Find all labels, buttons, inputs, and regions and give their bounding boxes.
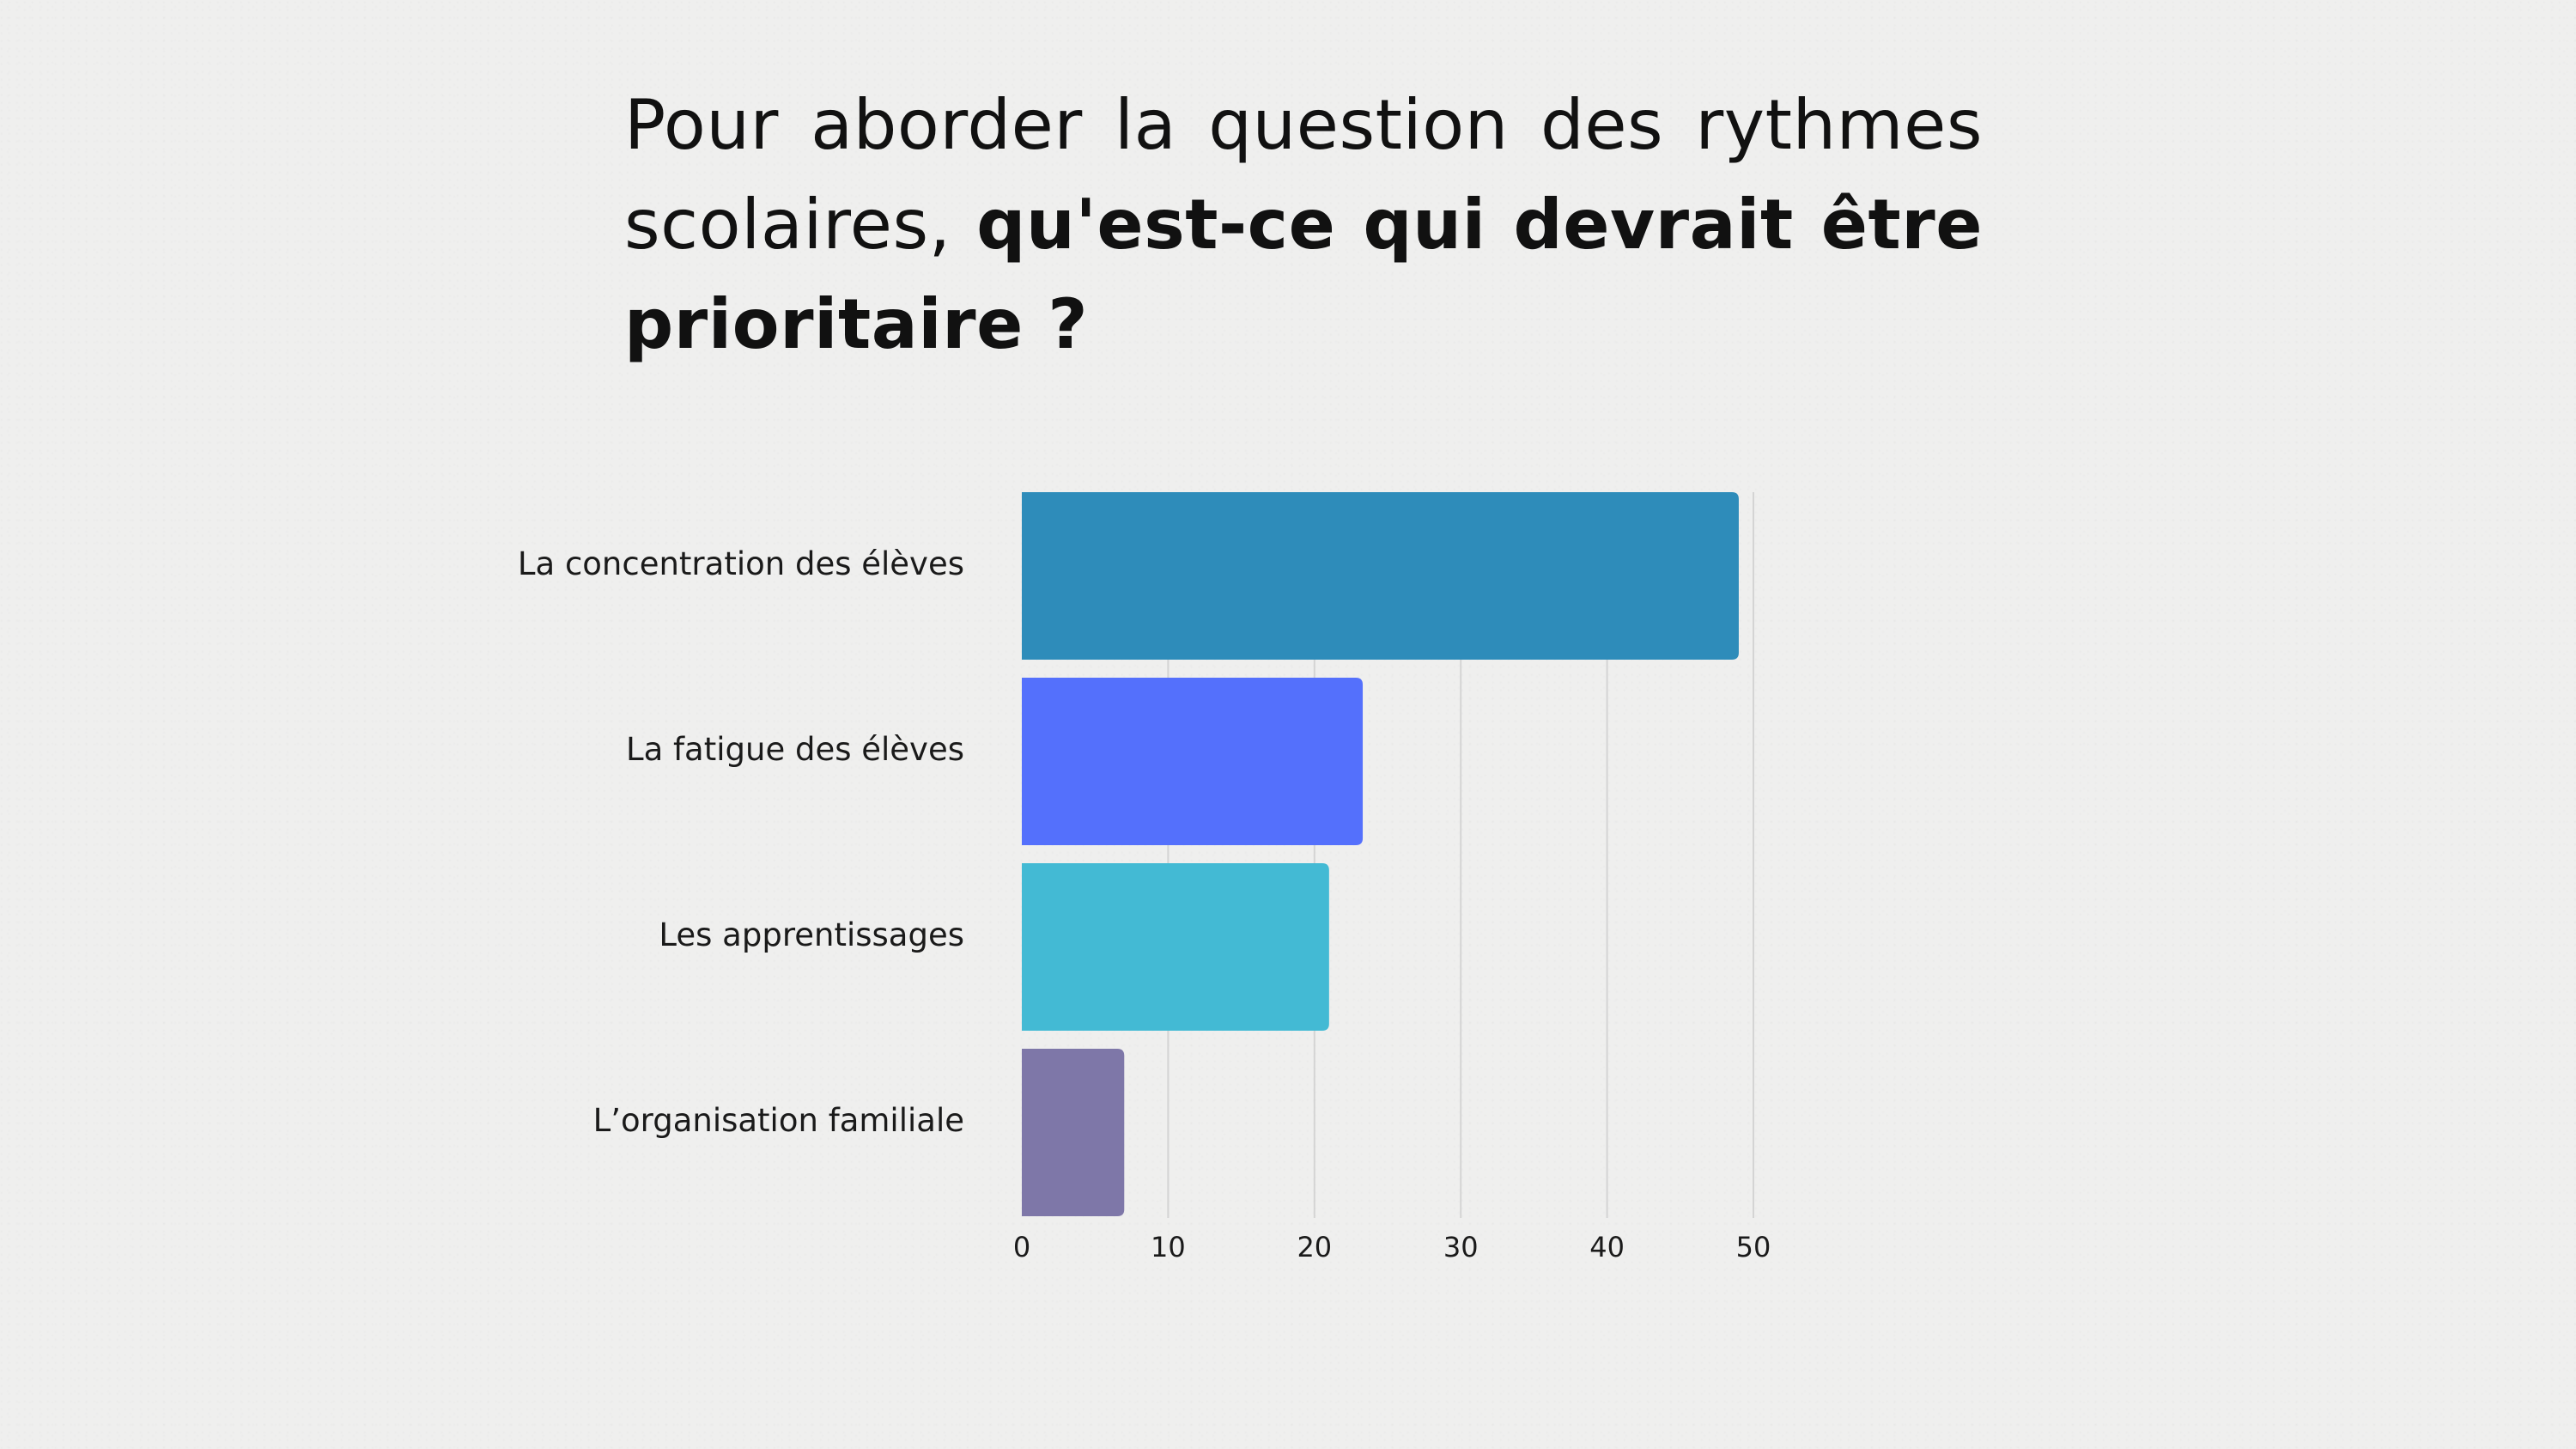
bar [1022,863,1329,1031]
bar [1022,492,1739,660]
bar [1022,1049,1125,1216]
x-axis-tick-labels: 0 10 20 30 40 50 [1013,1231,1771,1263]
category-label: L’organisation familiale [593,1102,964,1139]
bar [1022,678,1364,845]
x-tick-label: 50 [1736,1231,1771,1263]
x-tick-label: 30 [1443,1231,1479,1263]
title-normal: Pour aborder la question des rythmes sco… [624,85,1983,265]
x-tick-label: 0 [1013,1231,1030,1263]
x-tick-label: 20 [1297,1231,1332,1263]
category-labels: La concentration des élèves La fatigue de… [518,545,964,1139]
title-bold: qu'est-ce qui devrait être prioritaire ? [624,185,1983,364]
category-label: Les apprentissages [659,916,964,953]
category-label: La concentration des élèves [518,545,964,582]
x-tick-label: 40 [1589,1231,1625,1263]
category-label: La fatigue des élèves [626,731,964,768]
page-title: Pour aborder la question des rythmes sco… [624,76,1983,374]
bars [1022,492,1739,1216]
x-tick-label: 10 [1151,1231,1186,1263]
